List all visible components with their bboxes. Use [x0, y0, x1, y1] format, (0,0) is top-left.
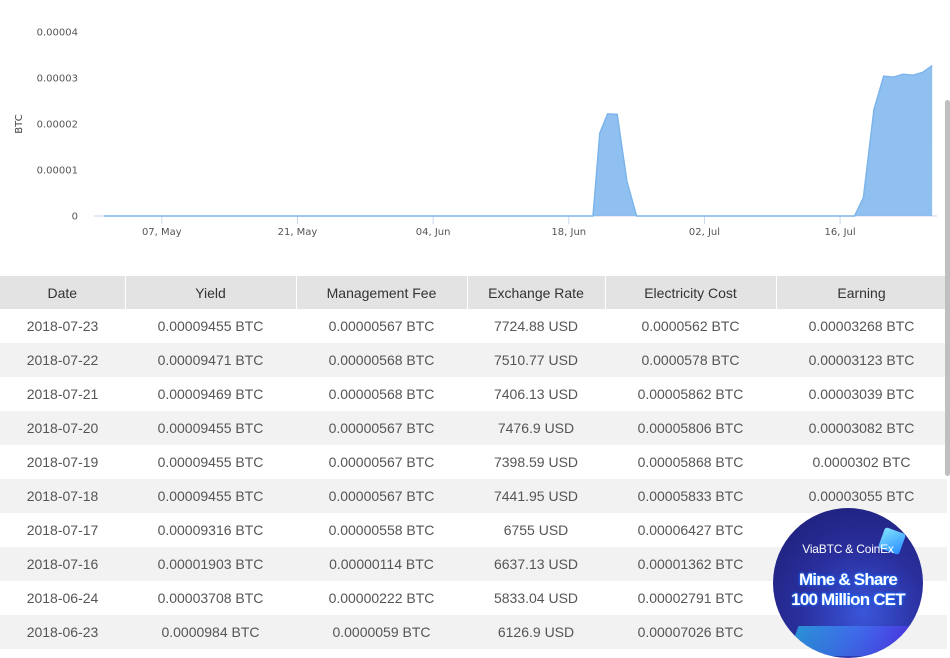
- table-cell: 0.00000114 BTC: [296, 547, 467, 581]
- table-row: 2018-07-21 0.00009469 BTC 0.00000568 BTC 74…: [0, 377, 947, 411]
- table-cell: 0.00009455 BTC: [125, 479, 296, 513]
- chart-series: [103, 64, 933, 217]
- table-cell: 0.00000558 BTC: [296, 513, 467, 547]
- table-cell: 2018-07-20: [0, 411, 125, 445]
- table-cell: 0.00009469 BTC: [125, 377, 296, 411]
- y-axis-label: BTC: [14, 114, 25, 133]
- table-cell: 0.0000562 BTC: [605, 309, 776, 343]
- table-cell: 6126.9 USD: [467, 615, 605, 649]
- table-cell: 2018-07-17: [0, 513, 125, 547]
- scrollbar[interactable]: [945, 100, 950, 476]
- series-area: [103, 65, 933, 216]
- table-cell: 0.00003123 BTC: [776, 343, 947, 377]
- column-header[interactable]: Electricity Cost: [605, 276, 777, 309]
- table-cell: 0.00003082 BTC: [776, 411, 947, 445]
- table-cell: 7441.95 USD: [467, 479, 605, 513]
- table-cell: 0.00001362 BTC: [605, 547, 776, 581]
- table-cell: 0.00003268 BTC: [776, 309, 947, 343]
- table-row: 2018-07-20 0.00009455 BTC 0.00000567 BTC 74…: [0, 411, 947, 445]
- table-cell: 0.00009316 BTC: [125, 513, 296, 547]
- table-cell: 0.00009455 BTC: [125, 411, 296, 445]
- table-cell: 0.0000578 BTC: [605, 343, 776, 377]
- x-tick-label: 16, Jul: [825, 227, 856, 238]
- table-cell: 2018-06-23: [0, 615, 125, 649]
- table-cell: 0.00002791 BTC: [605, 581, 776, 615]
- yield-table: Date Yield Management Fee Exchange Rate Elec…: [0, 276, 948, 649]
- table-cell: 2018-07-19: [0, 445, 125, 479]
- table-cell: 2018-07-23: [0, 309, 125, 343]
- ad-glow-graphic: [787, 626, 909, 656]
- table-row: 2018-07-18 0.00009455 BTC 0.00000567 BTC 74…: [0, 479, 947, 513]
- column-header[interactable]: Date: [0, 276, 126, 309]
- table-cell: 0.00003039 BTC: [776, 377, 947, 411]
- x-tick-label: 07, May: [142, 227, 182, 238]
- table-cell: 7406.13 USD: [467, 377, 605, 411]
- table-cell: 0.00005868 BTC: [605, 445, 776, 479]
- table-cell: 0.00009455 BTC: [125, 309, 296, 343]
- table-row: 2018-07-23 0.00009455 BTC 0.00000567 BTC 77…: [0, 309, 947, 343]
- table-cell: 6637.13 USD: [467, 547, 605, 581]
- table-cell: 0.00009455 BTC: [125, 445, 296, 479]
- y-tick-label: 0.00004: [37, 28, 78, 39]
- table-cell: 0.00003708 BTC: [125, 581, 296, 615]
- column-header[interactable]: Earning: [776, 276, 948, 309]
- table-header-row: Date Yield Management Fee Exchange Rate Elec…: [0, 276, 948, 309]
- table-cell: 0.00005806 BTC: [605, 411, 776, 445]
- table-cell: 0.00006427 BTC: [605, 513, 776, 547]
- table-cell: 0.00007026 BTC: [605, 615, 776, 649]
- x-tick-label: 04, Jun: [416, 227, 451, 238]
- table-cell: 0.0000059 BTC: [296, 615, 467, 649]
- ad-subheadline: 100 Million CET: [791, 590, 905, 609]
- table-row: 2018-07-19 0.00009455 BTC 0.00000567 BTC 73…: [0, 445, 947, 479]
- table-cell: 2018-07-18: [0, 479, 125, 513]
- table-cell: 2018-07-22: [0, 343, 125, 377]
- table-cell: 0.00000568 BTC: [296, 343, 467, 377]
- table-row: 2018-07-22 0.00009471 BTC 0.00000568 BTC 75…: [0, 343, 947, 377]
- table-cell: 0.00003055 BTC: [776, 479, 947, 513]
- table-cell: 7510.77 USD: [467, 343, 605, 377]
- y-tick-label: 0: [72, 212, 78, 223]
- table-cell: 0.00005862 BTC: [605, 377, 776, 411]
- table-cell: 0.00009471 BTC: [125, 343, 296, 377]
- table-cell: 7476.9 USD: [467, 411, 605, 445]
- y-tick-label: 0.00001: [37, 166, 78, 177]
- promo-ad[interactable]: ViaBTC & CoinEx Mine & Share 100 Million…: [773, 508, 923, 658]
- table-cell: 0.00000567 BTC: [296, 411, 467, 445]
- x-axis-ticks: 07, May 21, May 04, Jun 18, Jun 02, Jul 16, J…: [142, 216, 856, 238]
- table-cell: 0.00005833 BTC: [605, 479, 776, 513]
- table-cell: 0.0000302 BTC: [776, 445, 947, 479]
- y-tick-label: 0.00002: [37, 120, 78, 131]
- table-cell: 0.00000222 BTC: [296, 581, 467, 615]
- ad-brand: ViaBTC & CoinEx: [802, 542, 894, 556]
- table-cell: 0.00000568 BTC: [296, 377, 467, 411]
- table-cell: 7724.88 USD: [467, 309, 605, 343]
- column-header[interactable]: Yield: [125, 276, 297, 309]
- x-tick-label: 21, May: [278, 227, 318, 238]
- x-tick-label: 18, Jun: [551, 227, 586, 238]
- table-cell: 6755 USD: [467, 513, 605, 547]
- ad-headline: Mine & Share: [798, 570, 898, 589]
- table-cell: 7398.59 USD: [467, 445, 605, 479]
- table-cell: 0.0000984 BTC: [125, 615, 296, 649]
- series-line: [103, 64, 933, 217]
- y-axis-ticks: 0 0.00001 0.00002 0.00003 0.00004: [37, 28, 78, 223]
- table-cell: 2018-07-16: [0, 547, 125, 581]
- table-cell: 0.00000567 BTC: [296, 479, 467, 513]
- table-cell: 2018-06-24: [0, 581, 125, 615]
- table-cell: 5833.04 USD: [467, 581, 605, 615]
- table-cell: 2018-07-21: [0, 377, 125, 411]
- y-tick-label: 0.00003: [37, 74, 78, 85]
- table-cell: 0.00000567 BTC: [296, 309, 467, 343]
- table-cell: 0.00001903 BTC: [125, 547, 296, 581]
- earnings-chart: 0 0.00001 0.00002 0.00003 0.00004 07, May 21,…: [14, 28, 937, 238]
- column-header[interactable]: Management Fee: [296, 276, 468, 309]
- x-tick-label: 02, Jul: [689, 227, 720, 238]
- table-cell: 0.00000567 BTC: [296, 445, 467, 479]
- column-header[interactable]: Exchange Rate: [467, 276, 606, 309]
